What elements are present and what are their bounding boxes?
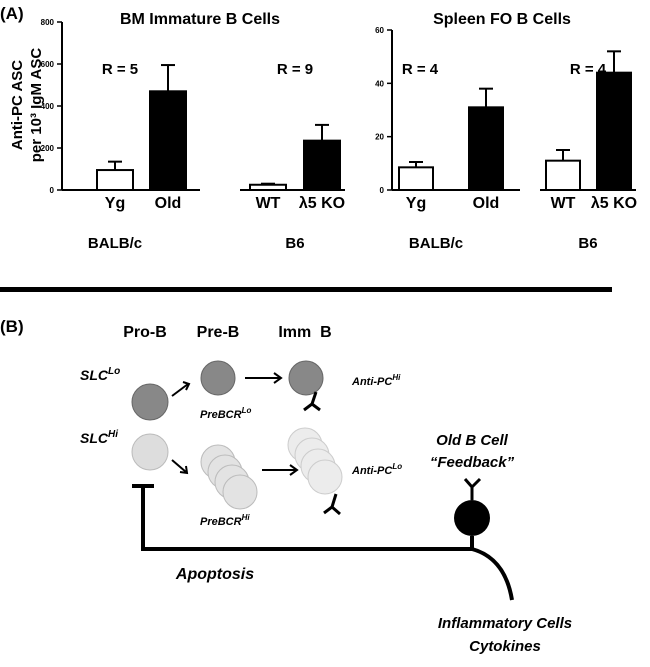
- x-tick-label: Old: [155, 195, 182, 212]
- x-tick-label: Old: [473, 195, 500, 212]
- x-tick-label: Yg: [406, 195, 426, 212]
- bar: [596, 71, 632, 191]
- y-axis-label: per 10³ IgM ASC: [28, 48, 45, 163]
- apoptosis: Apoptosis: [175, 566, 254, 583]
- group-label: BALB/c: [409, 235, 463, 252]
- slc-lo: SLCLo: [80, 366, 120, 383]
- curve: [471, 547, 514, 601]
- antipc-hi: Anti-PCHi: [351, 373, 401, 388]
- group-label: B6: [285, 235, 304, 252]
- arrow: [262, 464, 299, 476]
- chart-title: BM Immature B Cells: [120, 11, 280, 28]
- antibody: [323, 493, 341, 516]
- bar: [96, 169, 134, 192]
- y-tick-label: 0: [380, 186, 385, 195]
- feedback-line: [132, 484, 474, 551]
- arrow: [171, 381, 191, 397]
- cell: [131, 433, 169, 471]
- y-axis-label: Anti-PC ASC: [9, 60, 26, 150]
- cell: [200, 360, 236, 396]
- group-label: B6: [578, 235, 597, 252]
- y-tick-label: 60: [375, 26, 384, 35]
- bar: [545, 159, 581, 192]
- antibody: [463, 477, 482, 500]
- annotation: R = 5: [102, 61, 138, 78]
- y-tick-label: 400: [41, 102, 55, 111]
- cell: [131, 383, 169, 421]
- annotation: R = 4: [570, 61, 607, 78]
- inflammatory: Inflammatory Cells: [438, 615, 572, 632]
- cell-stack: [200, 444, 258, 510]
- group-label: BALB/c: [88, 235, 142, 252]
- x-tick-label: λ5 KO: [299, 195, 345, 212]
- antipc-lo: Anti-PCLo: [351, 462, 402, 477]
- stage-label: Pre-B: [197, 324, 240, 341]
- prebcr-hi: PreBCRHi: [200, 513, 250, 528]
- arrow: [171, 459, 189, 475]
- cell-stack: [287, 427, 343, 495]
- slc-hi: SLCHi: [80, 429, 118, 446]
- x-tick-label: λ5 KO: [591, 195, 637, 212]
- inflammatory: Cytokines: [469, 638, 541, 655]
- annotation: R = 9: [277, 61, 313, 78]
- x-tick-label: WT: [256, 195, 281, 212]
- bar: [398, 166, 434, 191]
- y-tick-label: 0: [50, 186, 55, 195]
- old-b-cell: “Feedback”: [430, 454, 515, 471]
- antibody: [303, 391, 321, 412]
- bar: [303, 139, 341, 191]
- y-tick-label: 200: [41, 144, 55, 153]
- old-b-cell: Old B Cell: [436, 432, 509, 449]
- prebcr-lo: PreBCRLo: [200, 406, 251, 421]
- chart-title: Spleen FO B Cells: [433, 11, 571, 28]
- diagram: Pro-B Pre-B Imm B SLCLo SLCHi PreBCRLo A…: [80, 324, 572, 655]
- y-tick-label: 20: [375, 133, 384, 142]
- bar: [468, 106, 504, 191]
- bar: [249, 183, 287, 191]
- old-cell: [454, 500, 490, 536]
- stage-label: Pro-B: [123, 324, 167, 341]
- y-tick-label: 800: [41, 18, 55, 27]
- y-tick-label: 600: [41, 60, 55, 69]
- annotation: R = 4: [402, 61, 439, 78]
- bar: [149, 90, 187, 191]
- panel-label: (A): [0, 4, 24, 23]
- divider: [0, 287, 612, 292]
- cell: [288, 360, 324, 396]
- y-tick-label: 40: [375, 79, 384, 88]
- x-tick-label: WT: [551, 195, 576, 212]
- panel-label: (B): [0, 317, 24, 336]
- arrow: [245, 372, 283, 384]
- x-tick-label: Yg: [105, 195, 125, 212]
- stage-label: Imm B: [278, 324, 331, 341]
